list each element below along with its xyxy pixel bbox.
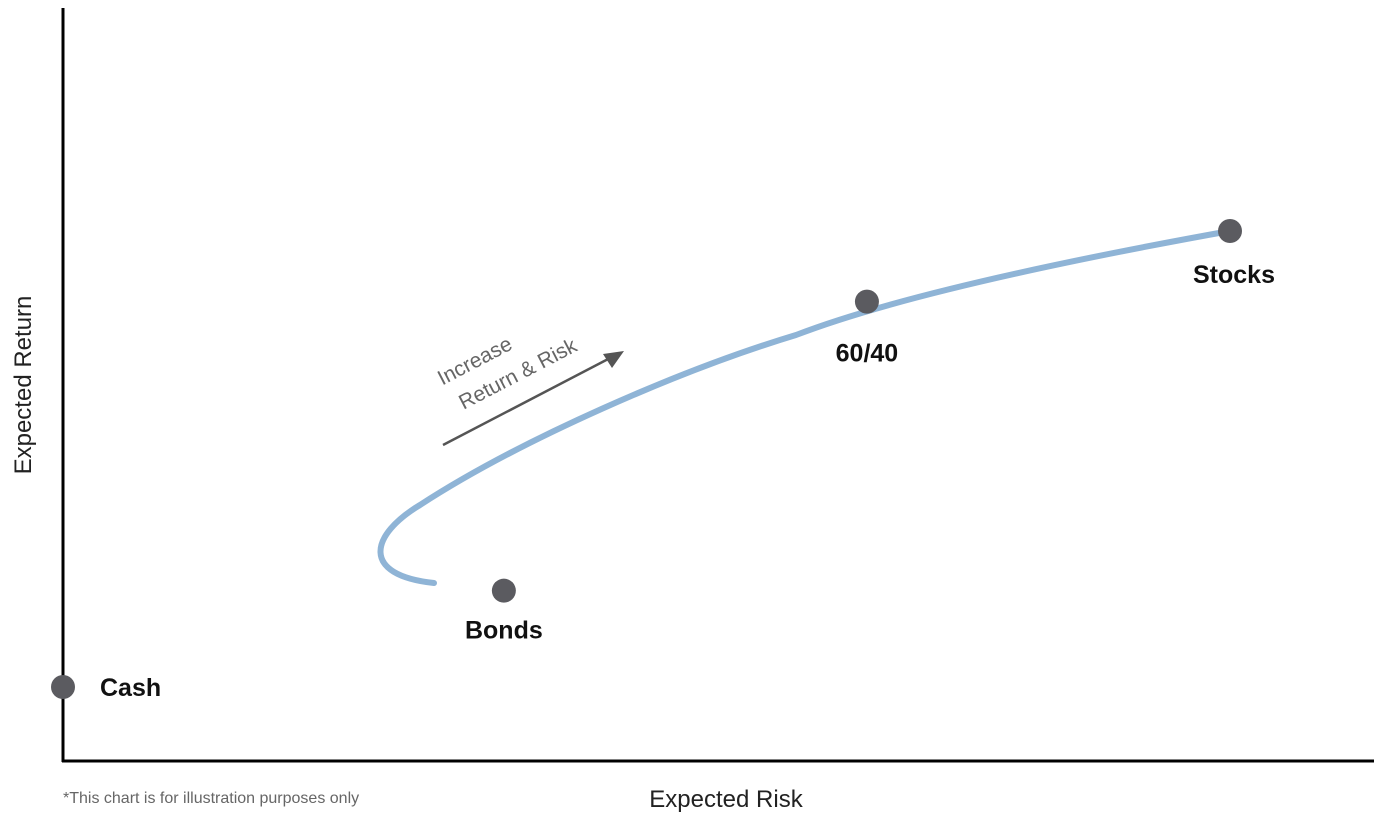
point-bonds	[491, 578, 516, 603]
y-axis-title: Expected Return	[10, 296, 37, 475]
point-label-cash: Cash	[100, 674, 161, 702]
point-cash	[51, 675, 75, 699]
point-stocks	[1218, 219, 1242, 243]
footnote: *This chart is for illustration purposes…	[63, 790, 359, 807]
increase-arrow	[442, 355, 613, 447]
arrow-head-icon	[603, 351, 624, 368]
point-label-bonds: Bonds	[465, 617, 543, 645]
points-layer: Cash Bonds 60/40 Stocks	[51, 219, 1275, 702]
point-label-60-40: 60/40	[836, 340, 899, 368]
x-axis-title: Expected Risk	[649, 786, 803, 813]
point-label-stocks: Stocks	[1193, 261, 1275, 289]
efficient-frontier-curve	[377, 228, 1233, 586]
point-60-40	[854, 289, 879, 314]
